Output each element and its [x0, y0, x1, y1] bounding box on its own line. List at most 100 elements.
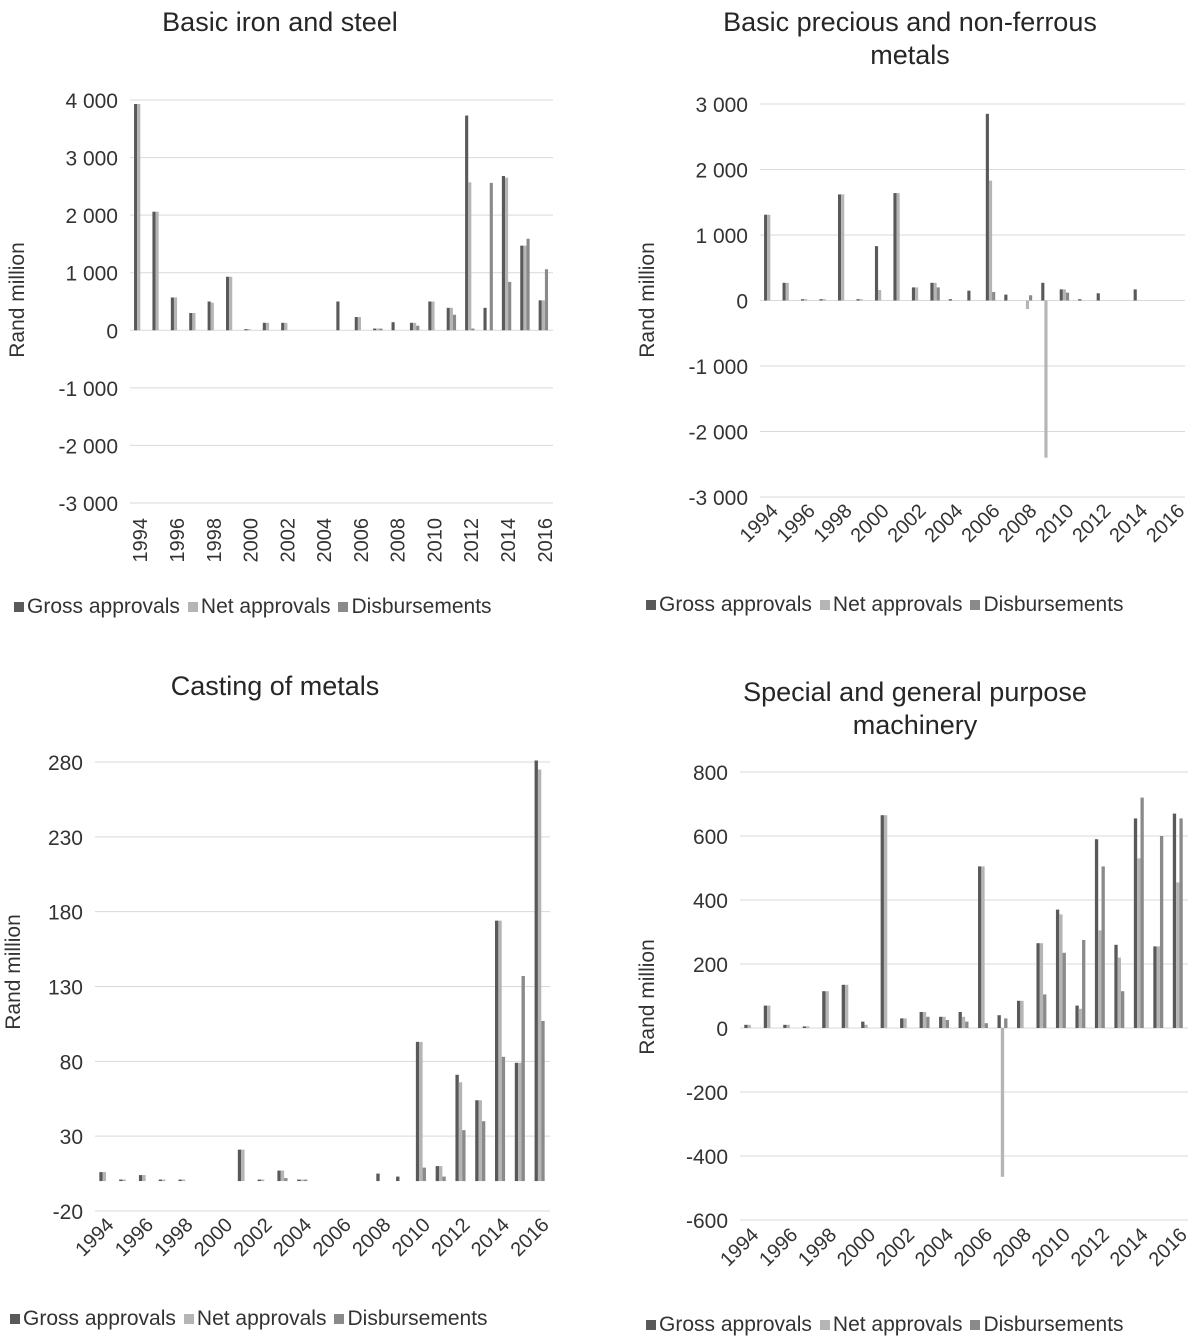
bar-gross-approvals-1996: [801, 299, 805, 301]
x-tick-label: 2000: [190, 1214, 237, 1261]
bar-disbursements-2013: [489, 182, 493, 331]
bar-net-approvals-1996: [142, 1175, 146, 1182]
bar-net-approvals-2007: [376, 328, 380, 331]
legend-item-net: Net approvals: [187, 595, 331, 619]
bar-disbursements-2014: [1140, 797, 1144, 1028]
bar-gross-approvals-2011: [1075, 1005, 1079, 1028]
bar-net-approvals-2002: [284, 322, 288, 331]
bar-disbursements-2015: [526, 238, 530, 331]
bar-disbursements-2008: [1029, 295, 1033, 301]
bar-net-approvals-2003: [922, 1012, 927, 1028]
bar-gross-approvals-2014: [1133, 818, 1138, 1028]
bar-gross-approvals-2010: [1059, 289, 1063, 301]
bar-disbursements-2009: [1043, 994, 1047, 1028]
legend-label-net: Net approvals: [196, 1307, 327, 1330]
bar-net-approvals-2009: [1044, 300, 1048, 458]
legend-swatch-gross: [14, 602, 24, 612]
bar-gross-approvals-1998: [837, 194, 842, 301]
bar-gross-approvals-2014: [495, 920, 499, 1182]
x-tick-label: 2014: [467, 1214, 514, 1261]
bar-net-approvals-2015: [518, 1062, 522, 1182]
y-tick-label: 2 000: [65, 205, 118, 228]
bar-gross-approvals-2012: [465, 115, 469, 331]
legend-item-gross: Gross approvals: [646, 593, 812, 617]
y-tick-label: 80: [60, 1051, 83, 1074]
bar-disbursements-2006: [984, 1023, 988, 1028]
legend-label-gross: Gross approvals: [23, 1307, 176, 1330]
bar-net-approvals-2001: [896, 193, 900, 301]
bar-net-approvals-2001: [265, 322, 270, 331]
bar-net-approvals-2004: [300, 1179, 304, 1182]
legend-item-disbursements: Disbursements: [970, 593, 1124, 617]
bar-net-approvals-2007: [1000, 1028, 1005, 1177]
bar-gross-approvals-2000: [861, 1021, 865, 1028]
bar-net-approvals-1996: [173, 297, 178, 331]
bar-net-approvals-2012: [458, 1082, 463, 1182]
bar-disbursements-2013: [481, 1121, 486, 1182]
x-tick-label: 2014: [498, 518, 520, 563]
bar-gross-approvals-1997: [189, 313, 193, 331]
bar-gross-approvals-2002: [281, 322, 285, 331]
x-tick-label: 1996: [773, 500, 820, 547]
bar-net-approvals-2013: [478, 1100, 482, 1182]
legend-label-net: Net approvals: [200, 595, 331, 618]
legend-swatch-disbursements: [338, 602, 349, 612]
y-tick-label: -3 000: [688, 487, 748, 510]
legend-item-net: Net approvals: [819, 1313, 962, 1337]
bar-net-approvals-1998: [841, 194, 845, 301]
bar-disbursements-2010: [1066, 292, 1070, 301]
bar-net-approvals-2012: [468, 182, 472, 331]
bar-gross-approvals-2011: [446, 307, 450, 331]
bar-net-approvals-1996: [786, 1024, 790, 1028]
bar-net-approvals-2003: [280, 1170, 285, 1182]
bar-gross-approvals-2011: [1078, 299, 1082, 301]
bar-net-approvals-2011: [1078, 1008, 1083, 1028]
bar-net-approvals-2016: [537, 769, 542, 1182]
bar-gross-approvals-1994: [764, 214, 768, 301]
x-tick-label: 2006: [351, 518, 373, 563]
bar-net-approvals-1998: [210, 302, 214, 331]
bar-gross-approvals-2012: [1096, 293, 1100, 301]
bar-net-approvals-1995: [155, 211, 159, 331]
bar-disbursements-2006: [992, 291, 996, 301]
y-tick-label: 0: [106, 320, 118, 343]
bar-gross-approvals-2010: [428, 301, 432, 331]
chart-title: Basic precious and non-ferrous metals: [723, 7, 1097, 70]
y-axis-label: Rand million: [636, 939, 659, 1055]
bar-disbursements-2016: [544, 269, 549, 331]
bar-gross-approvals-2009: [409, 322, 414, 331]
x-tick-label: 2004: [314, 518, 336, 563]
bar-net-approvals-2001: [241, 1149, 245, 1182]
bar-net-approvals-1996: [804, 299, 808, 301]
x-tick-label: 2008: [348, 1214, 395, 1261]
legend-swatch-gross: [646, 600, 656, 610]
bar-disbursements-2014: [501, 1056, 506, 1182]
legend-swatch-disbursements: [970, 600, 981, 610]
legend-item-gross: Gross approvals: [646, 1313, 812, 1337]
legend-swatch-gross: [646, 1320, 656, 1330]
bar-net-approvals-2003: [933, 282, 937, 301]
x-tick-label: 1996: [167, 518, 189, 563]
bar-gross-approvals-1995: [119, 1179, 123, 1182]
y-tick-label: -2 000: [688, 422, 748, 445]
chart-title: Special and general purpose machinery: [743, 677, 1087, 740]
bar-net-approvals-1997: [822, 299, 826, 301]
y-tick-label: 800: [693, 762, 728, 785]
bar-gross-approvals-1996: [783, 1024, 787, 1028]
bar-net-approvals-1997: [162, 1179, 166, 1182]
bar-gross-approvals-2016: [1172, 813, 1177, 1028]
bar-net-approvals-2016: [1176, 882, 1180, 1028]
y-tick-label: 180: [48, 902, 83, 925]
bar-disbursements-2015: [521, 976, 525, 1182]
bar-disbursements-2011: [442, 1176, 446, 1182]
bar-net-approvals-2013: [1117, 957, 1121, 1028]
bar-net-approvals-2015: [1156, 946, 1160, 1028]
bar-disbursements-2014: [508, 281, 512, 331]
chart-title: Basic iron and steel: [162, 7, 398, 37]
bar-disbursements-2012: [462, 1130, 466, 1182]
legend-swatch-gross: [10, 1314, 20, 1324]
bar-gross-approvals-2014: [501, 175, 505, 331]
legend-label-disbursements: Disbursements: [983, 1313, 1124, 1336]
bar-net-approvals-2015: [523, 245, 527, 331]
x-tick-label: 2000: [847, 500, 894, 547]
